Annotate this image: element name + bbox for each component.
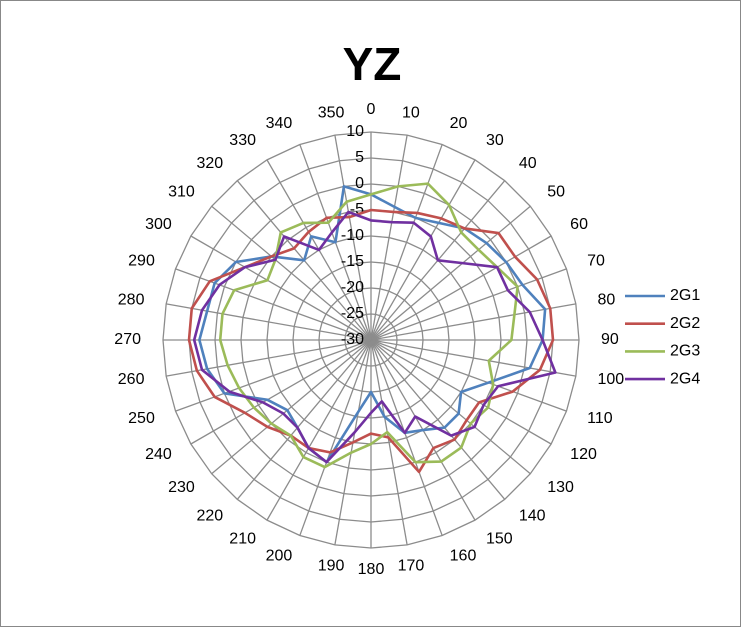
spoke: [166, 339, 372, 377]
category-label: 250: [128, 410, 155, 427]
legend: 2G1 2G2 2G3 2G4: [625, 287, 700, 387]
category-label: 260: [118, 371, 145, 388]
spoke: [370, 339, 443, 536]
r-tick-label: -25: [341, 305, 364, 322]
category-label: 0: [367, 101, 376, 118]
spoke: [370, 339, 408, 545]
series-line: [198, 185, 547, 464]
spoke: [370, 339, 506, 500]
r-tick-label: -20: [341, 279, 364, 296]
category-label: 150: [486, 530, 513, 547]
category-label: 10: [402, 105, 420, 122]
category-label: 240: [145, 446, 172, 463]
r-tick-label: -15: [341, 253, 364, 270]
plot: [187, 182, 557, 474]
category-label: 90: [601, 331, 619, 348]
category-label: 60: [570, 216, 588, 233]
spoke: [211, 205, 372, 341]
spoke: [370, 159, 476, 341]
spoke: [211, 339, 372, 475]
spoke: [370, 339, 576, 377]
r-tick-label: -30: [341, 331, 364, 348]
category-label: 100: [598, 371, 625, 388]
category-label: 20: [450, 115, 468, 132]
r-tick-label: 0: [355, 175, 364, 192]
category-label: 290: [128, 253, 155, 270]
category-label: 180: [358, 561, 385, 578]
category-label: 120: [570, 446, 597, 463]
category-label: 160: [450, 547, 477, 564]
category-label: 330: [229, 132, 256, 149]
category-label: 300: [145, 216, 172, 233]
category-label: 320: [196, 155, 223, 172]
spoke: [370, 144, 443, 341]
category-label: 110: [587, 410, 613, 427]
legend-label: 2G1: [670, 287, 700, 304]
r-tick-label: 5: [355, 149, 364, 166]
spoke: [370, 339, 531, 475]
category-label: 80: [598, 291, 616, 308]
spoke: [175, 339, 372, 412]
spoke: [236, 339, 372, 500]
category-label: 190: [318, 558, 345, 575]
category-label: 40: [519, 155, 537, 172]
category-label: 130: [547, 479, 574, 496]
spoke: [166, 303, 372, 341]
spoke: [370, 235, 552, 341]
category-label: 140: [519, 507, 546, 524]
legend-label: 2G3: [670, 343, 700, 360]
category-label: 340: [266, 115, 293, 132]
category-label: 280: [118, 291, 145, 308]
category-label: 170: [398, 558, 425, 575]
category-label: 270: [114, 331, 141, 348]
chart-title: YZ: [343, 38, 402, 90]
legend-label: 2G2: [670, 315, 700, 332]
category-label: 220: [196, 507, 223, 524]
legend-label: 2G4: [670, 370, 700, 387]
category-label: 200: [266, 547, 293, 564]
r-tick-label: -10: [341, 227, 364, 244]
spoke: [370, 205, 531, 341]
series-line: [192, 210, 557, 464]
spoke: [334, 135, 372, 341]
category-label: 210: [229, 530, 256, 547]
spoke: [370, 303, 576, 341]
category-label: 30: [486, 132, 504, 149]
spoke: [370, 135, 408, 341]
category-label: 70: [587, 253, 605, 270]
spoke: [190, 235, 372, 341]
category-label: 310: [168, 183, 195, 200]
spoke: [370, 268, 567, 341]
spoke: [190, 339, 372, 445]
category-label: 350: [318, 105, 345, 122]
spoke: [299, 339, 372, 536]
spoke: [370, 339, 567, 412]
spoke: [175, 268, 372, 341]
r-tick-label: 10: [346, 123, 364, 140]
category-label: 50: [547, 183, 565, 200]
category-label: 230: [168, 479, 195, 496]
spoke: [266, 339, 372, 521]
